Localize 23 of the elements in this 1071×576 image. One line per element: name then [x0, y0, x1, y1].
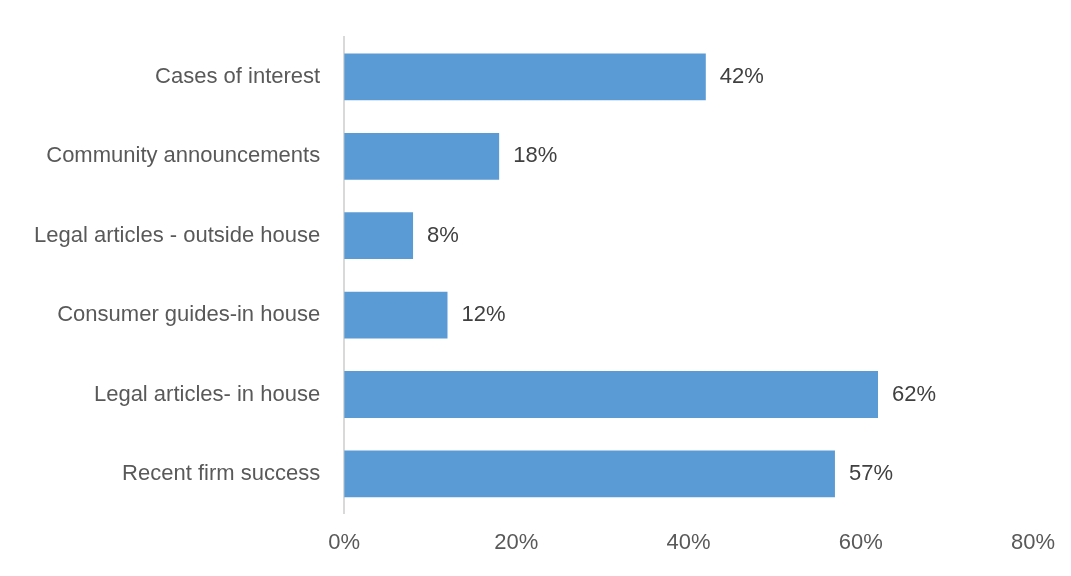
data-label: 42%	[719, 62, 764, 88]
x-tick-label: 20%	[494, 528, 539, 554]
data-label: 62%	[892, 380, 937, 406]
y-tick-label: Legal articles - outside house	[34, 221, 321, 247]
x-tick-label: 60%	[838, 528, 883, 554]
y-tick-label: Consumer guides-in house	[57, 301, 321, 327]
data-label: 18%	[513, 142, 558, 168]
bar	[344, 212, 414, 260]
bar	[344, 450, 835, 498]
y-tick-label: Community announcements	[46, 142, 321, 168]
y-tick-label: Legal articles- in house	[93, 380, 321, 406]
data-label: 12%	[461, 301, 506, 327]
y-tick-label: Recent firm success	[122, 459, 321, 485]
y-tick-label: Cases of interest	[155, 62, 321, 88]
x-tick-label: 80%	[1010, 528, 1056, 554]
data-label: 8%	[427, 221, 459, 247]
x-tick-label: 40%	[666, 528, 711, 554]
x-tick-label: 0%	[328, 528, 361, 554]
bar	[344, 291, 448, 339]
data-label: 57%	[848, 459, 893, 485]
bar	[344, 371, 878, 418]
bar	[344, 53, 706, 101]
bar	[344, 132, 500, 180]
